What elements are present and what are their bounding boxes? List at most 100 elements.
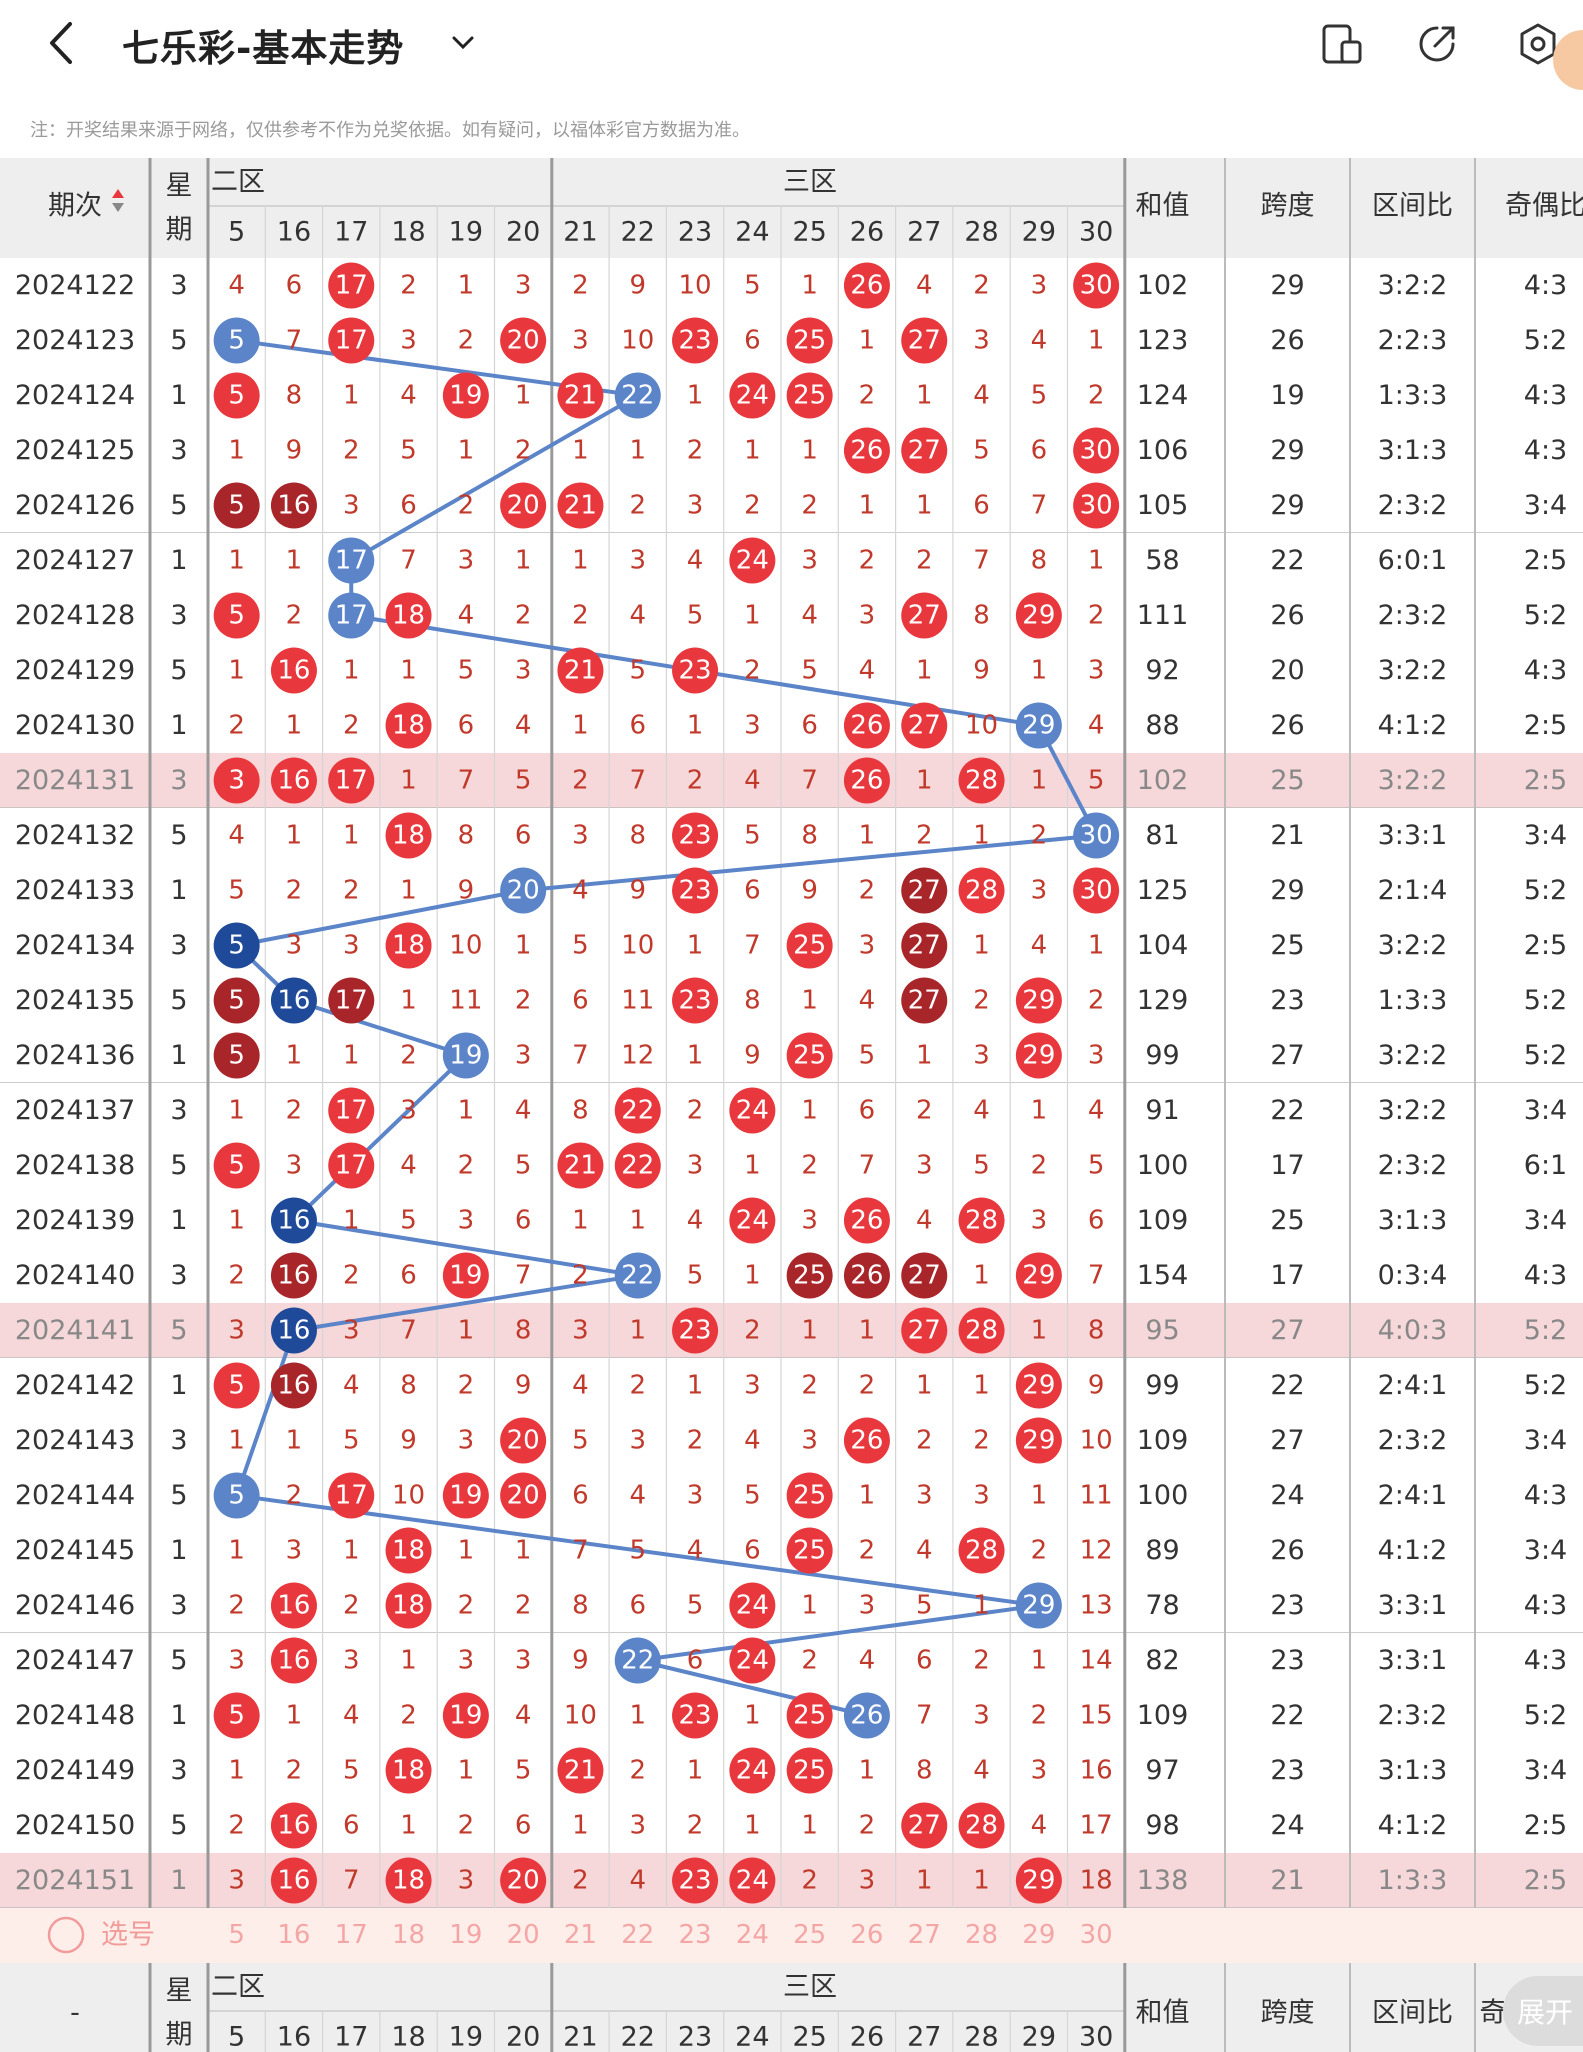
- table-row[interactable]: [0, 258, 1583, 313]
- select-number-option[interactable]: 22: [621, 1920, 654, 1950]
- drawn-number: 20: [507, 876, 540, 906]
- row-ratio: 4:1:2: [1378, 710, 1448, 741]
- expand-button[interactable]: 展开: [1503, 1976, 1583, 2046]
- select-number-option[interactable]: 29: [1022, 1920, 1055, 1950]
- chevron-down-icon[interactable]: [450, 30, 476, 56]
- table-row[interactable]: [0, 753, 1583, 808]
- chevron-left-icon[interactable]: [40, 18, 80, 68]
- sort-up-icon[interactable]: [112, 189, 124, 198]
- select-number-option[interactable]: 30: [1080, 1920, 1113, 1950]
- drawn-number: 25: [793, 1481, 826, 1511]
- drawn-number-ball: [385, 1582, 432, 1629]
- drawn-number: 26: [850, 711, 883, 741]
- table-row[interactable]: [0, 1798, 1583, 1853]
- table-row[interactable]: [0, 808, 1583, 863]
- drawn-number-ball: [672, 1692, 719, 1739]
- footer-number-column-header: 25: [792, 2022, 826, 2052]
- omission-count: 4: [572, 876, 589, 906]
- row-oddeven: 5:2: [1524, 1370, 1567, 1401]
- drawn-number: 20: [507, 1481, 540, 1511]
- row-ratio: 2:4:1: [1378, 1480, 1448, 1511]
- drawn-number: 27: [908, 876, 941, 906]
- row-period: 2024147: [15, 1645, 135, 1676]
- number-column-header: 18: [391, 217, 425, 248]
- select-number-option[interactable]: 20: [507, 1920, 540, 1950]
- oddeven-header[interactable]: 奇偶比: [1505, 191, 1583, 222]
- select-number-label[interactable]: 选号: [101, 1920, 155, 1951]
- select-circle-icon[interactable]: [47, 1916, 85, 1954]
- drawn-number: 22: [621, 381, 654, 411]
- select-number-option[interactable]: 26: [850, 1920, 883, 1950]
- omission-count: 2: [973, 986, 990, 1016]
- omission-count: 5: [687, 1591, 704, 1621]
- omission-count: 4: [572, 1371, 589, 1401]
- omission-count: 1: [801, 1316, 818, 1346]
- omission-count: 1: [916, 381, 933, 411]
- drawn-number: 28: [965, 876, 998, 906]
- row-span: 23: [1270, 985, 1304, 1016]
- omission-count: 2: [744, 656, 761, 686]
- sum-header[interactable]: 和值: [1136, 191, 1190, 222]
- table-row[interactable]: [0, 588, 1583, 643]
- drawn-number: 5: [228, 931, 245, 961]
- table-row[interactable]: [0, 1853, 1583, 1908]
- phone-layout-icon[interactable]: [1320, 22, 1364, 66]
- select-number-option[interactable]: 21: [564, 1920, 597, 1950]
- table-row[interactable]: [0, 1138, 1583, 1193]
- omission-count: 1: [458, 436, 475, 466]
- select-number-option[interactable]: 28: [965, 1920, 998, 1950]
- table-row[interactable]: [0, 423, 1583, 478]
- select-number-option[interactable]: 16: [277, 1920, 310, 1950]
- drawn-number-ball: [270, 977, 317, 1024]
- drawn-number: 29: [1022, 1261, 1055, 1291]
- select-number-option[interactable]: 25: [793, 1920, 826, 1950]
- row-oddeven: 3:4: [1524, 490, 1567, 521]
- select-number-option[interactable]: 23: [679, 1920, 712, 1950]
- select-number-option[interactable]: 17: [335, 1920, 368, 1950]
- table-row[interactable]: [0, 1578, 1583, 1633]
- omission-count: 1: [228, 1096, 245, 1126]
- table-row[interactable]: [0, 1358, 1583, 1413]
- drawn-number-ball: [1015, 1362, 1062, 1409]
- table-row[interactable]: [0, 863, 1583, 918]
- omission-count: 3: [744, 711, 761, 741]
- ratio-header[interactable]: 区间比: [1372, 191, 1453, 222]
- table-row[interactable]: [0, 478, 1583, 533]
- omission-count: 6: [973, 491, 990, 521]
- table-row[interactable]: [0, 1303, 1583, 1358]
- omission-count: 4: [744, 1426, 761, 1456]
- span-header[interactable]: 跨度: [1261, 191, 1315, 222]
- table-row[interactable]: [0, 1083, 1583, 1138]
- select-number-option[interactable]: 18: [392, 1920, 425, 1950]
- table-row[interactable]: [0, 973, 1583, 1028]
- drawn-number: 22: [621, 1151, 654, 1181]
- select-number-option[interactable]: 24: [736, 1920, 769, 1950]
- table-row[interactable]: [0, 533, 1583, 588]
- page-title[interactable]: 七乐彩-基本走势: [122, 27, 405, 70]
- settings-icon[interactable]: [1516, 22, 1560, 66]
- omission-count: 3: [400, 1096, 417, 1126]
- select-number-option[interactable]: 27: [908, 1920, 941, 1950]
- omission-count: 4: [687, 1206, 704, 1236]
- drawn-number: 23: [679, 656, 712, 686]
- drawn-number: 26: [850, 1206, 883, 1236]
- table-row[interactable]: [0, 1193, 1583, 1248]
- omission-count: 2: [973, 271, 990, 301]
- table-row[interactable]: [0, 1633, 1583, 1688]
- period-header[interactable]: 期次: [48, 191, 102, 222]
- omission-count: 4: [973, 381, 990, 411]
- drawn-number-ball: [213, 317, 260, 364]
- drawn-number-ball: [1015, 1582, 1062, 1629]
- table-row[interactable]: [0, 643, 1583, 698]
- zone2-label: 二区: [211, 167, 265, 198]
- share-icon[interactable]: [1415, 22, 1459, 66]
- select-number-option[interactable]: 19: [449, 1920, 482, 1950]
- row-sum: 95: [1145, 1315, 1179, 1346]
- row-sum: 125: [1137, 875, 1189, 906]
- row-ratio: 4:1:2: [1378, 1810, 1448, 1841]
- select-number-option[interactable]: 5: [228, 1920, 245, 1950]
- table-row[interactable]: [0, 698, 1583, 753]
- drawn-number: 25: [793, 1701, 826, 1731]
- row-sum: 154: [1137, 1260, 1189, 1291]
- omission-count: 5: [515, 766, 532, 796]
